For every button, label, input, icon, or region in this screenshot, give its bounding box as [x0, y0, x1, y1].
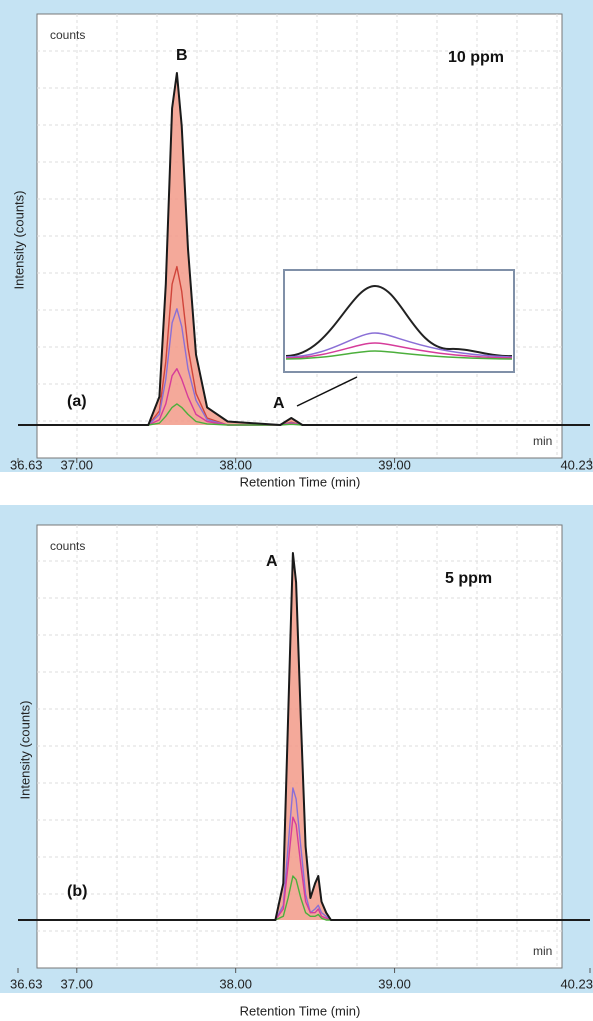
panel-label: (a) — [67, 393, 87, 410]
inset-trace — [285, 350, 513, 360]
concentration: 10 ppm — [448, 49, 504, 66]
trace-line — [18, 552, 590, 921]
concentration: 5 ppm — [445, 570, 492, 587]
x-tick-label: 37.00 — [61, 457, 94, 472]
inset — [283, 269, 515, 373]
trace-line — [18, 403, 590, 426]
x-tick-label: 38.00 — [219, 976, 252, 991]
trace-line — [18, 875, 590, 921]
callout-line — [296, 376, 358, 407]
x-axis-title: Retention Time (min) — [240, 1003, 361, 1018]
panel-label: (b) — [67, 883, 87, 900]
y-axis-title: Intensity (counts) — [11, 191, 26, 290]
x-tick-label: 40.23 — [560, 457, 593, 472]
peak-fill — [18, 553, 590, 920]
y-unit: counts — [50, 28, 85, 42]
x-tick-label: 36.63 — [10, 976, 43, 991]
x-axis-title: Retention Time (min) — [240, 474, 361, 489]
inset-trace — [285, 332, 513, 358]
x-tick-label: 40.23 — [560, 976, 593, 991]
chart-panel: counts min Retention Time (min) Intensit… — [0, 505, 593, 1018]
peak-label: A — [266, 553, 278, 570]
peak-label: A — [273, 395, 285, 412]
y-axis-title: Intensity (counts) — [17, 701, 32, 800]
inset-trace — [285, 284, 513, 358]
x-tick-label: 36.63 — [10, 457, 43, 472]
peak-label: B — [176, 47, 188, 64]
trace-line — [18, 72, 590, 426]
x-tick-label: 38.00 — [219, 457, 252, 472]
x-tick-label: 37.00 — [61, 976, 94, 991]
inset-trace — [285, 342, 513, 359]
chart-panel: counts min Retention Time (min) Intensit… — [0, 0, 593, 489]
x-tick-label: 39.00 — [378, 457, 411, 472]
y-unit: counts — [50, 539, 85, 553]
x-unit: min — [533, 434, 552, 448]
plot-area — [36, 13, 563, 459]
x-tick-label: 39.00 — [378, 976, 411, 991]
trace-line — [18, 787, 590, 921]
x-unit: min — [533, 944, 552, 958]
trace-line — [18, 816, 590, 921]
